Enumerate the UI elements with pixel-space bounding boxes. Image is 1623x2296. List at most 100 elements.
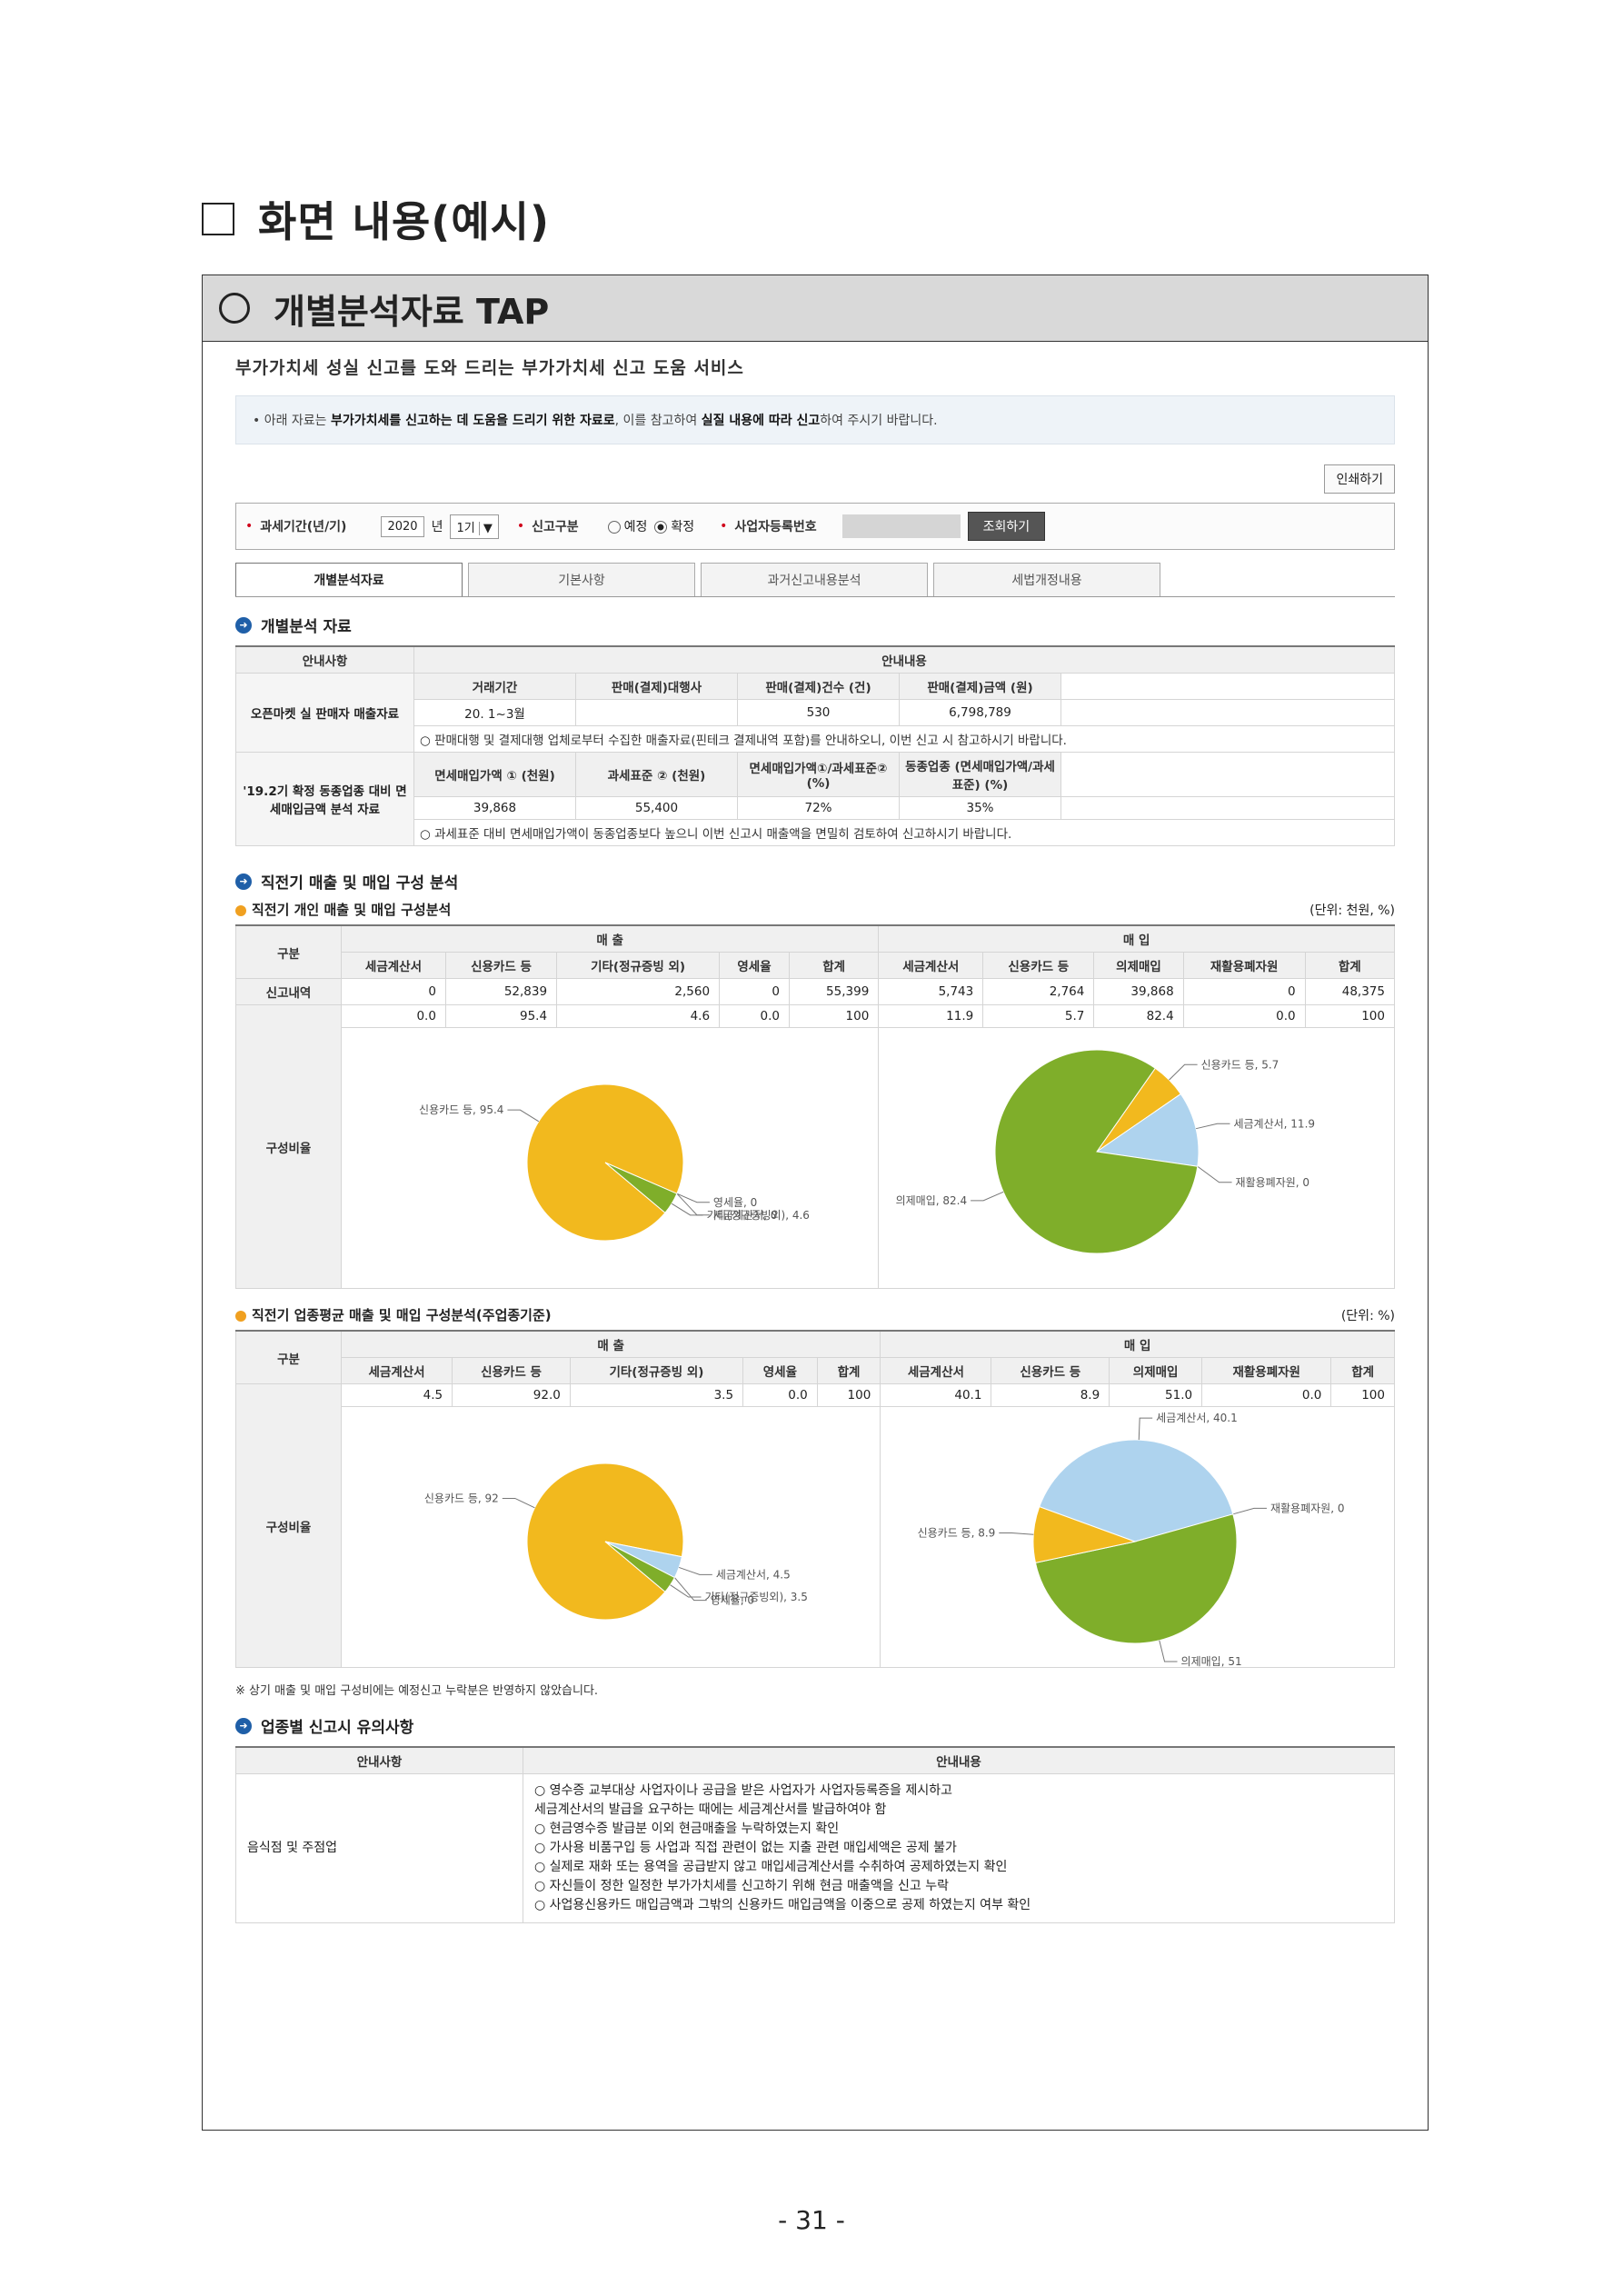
pie-leader-line <box>671 1203 703 1216</box>
sub-industry-average: 직전기 업종평균 매출 및 매입 구성분석(주업종기준) (단위: %) <box>235 1305 1395 1324</box>
pie-label: 신용카드 등, 95.4 <box>419 1103 503 1116</box>
purchase-col: 합계 <box>1330 1357 1395 1384</box>
section-individual-data: ➜ 개별분석 자료 <box>235 614 1395 636</box>
purchase-col: 재활용폐자원 <box>1201 1357 1332 1384</box>
radio-checked-icon <box>654 521 668 534</box>
ratio-purchase-value: 82.4 <box>1093 1004 1184 1028</box>
option-prelim-label: 예정 <box>623 520 648 534</box>
print-button[interactable]: 인쇄하기 <box>1324 464 1395 494</box>
ratio-label: 구성비율 <box>235 1383 342 1668</box>
period-label: 과세기간(년/기) <box>260 520 347 534</box>
pie-leader-line <box>673 1577 707 1602</box>
page-number: - 31 - <box>778 2205 845 2235</box>
caution-item: 세금계산서의 발급을 요구하는 때에는 세금계산서를 발급하여야 함 <box>534 1802 887 1817</box>
caution-table: 안내사항 안내내용 음식점 및 주점업 ○ 영수증 교부대상 사업자이나 공급을… <box>235 1746 1395 1923</box>
pie-label: 세금계산서, 4.5 <box>716 1568 791 1581</box>
row-report-label: 신고내역 <box>235 978 342 1005</box>
avg-purchase-value: 40.1 <box>880 1383 992 1407</box>
report-sales-value: 52,839 <box>444 978 558 1005</box>
row2-value: 39,868 <box>413 796 576 820</box>
report-sales-value: 55,399 <box>788 978 880 1005</box>
row1-header: 판매(결제)건수 (건) <box>737 673 900 700</box>
orange-dot-icon <box>235 1310 246 1322</box>
row1-header: 판매(결제)금액 (원) <box>898 673 1062 700</box>
row1-note: ○ 판매대행 및 결제대행 업체로부터 수집한 매출자료(핀테크 결제내역 포함… <box>413 725 1395 753</box>
pie-label: 신용카드 등, 8.9 <box>918 1527 996 1540</box>
print-row: 인쇄하기 <box>235 464 1395 494</box>
sales-col: 기타(정규증빙 외) <box>569 1357 744 1384</box>
report-purchase-value: 0 <box>1182 978 1306 1005</box>
tab-bar: 개별분석자료 기본사항 과거신고내용분석 세법개정내용 <box>235 563 1395 597</box>
pie-label: 신용카드 등, 5.7 <box>1201 1058 1279 1071</box>
radio-icon <box>607 521 621 534</box>
option-prelim[interactable]: 예정 <box>607 517 648 535</box>
sales-col: 영세율 <box>719 952 790 979</box>
tab-individual-analysis[interactable]: 개별분석자료 <box>235 563 463 596</box>
pie-industry-purchase: 세금계산서, 40.1 재활용폐자원, 0 의제매입, 51 신용카드 등, 8.9 <box>918 1412 1345 1667</box>
tab-past-report-analysis[interactable]: 과거신고내용분석 <box>701 563 928 596</box>
pie-leader-line <box>676 1193 710 1203</box>
tap-title: 개별분석자료 TAP <box>274 291 550 332</box>
chevron-down-icon: ▼ <box>478 521 493 535</box>
avg-purchase-value: 0.0 <box>1201 1383 1332 1407</box>
avg-sales-value: 92.0 <box>452 1383 571 1407</box>
purchase-col: 재활용폐자원 <box>1182 952 1306 979</box>
sales-col: 세금계산서 <box>341 952 446 979</box>
screen-frame: 개별분석자료 TAP 부가가치세 성실 신고를 도와 드리는 부가가치세 신고 … <box>202 275 1429 2131</box>
option-final-label: 확정 <box>671 520 695 534</box>
row2-header: 면세매입가액①/과세표준② (%) <box>737 752 900 797</box>
sales-col: 기타(정규증빙 외) <box>556 952 721 979</box>
sales-header: 매 출 <box>340 1330 881 1358</box>
avg-sales-value: 4.5 <box>340 1383 453 1407</box>
pie-leader-line <box>670 1584 702 1598</box>
ratio-purchase-value: 11.9 <box>878 1004 984 1028</box>
individual-data-table: 안내사항 안내내용 오픈마켓 실 판매자 매출자료 거래기간 판매(결제)대행사… <box>235 645 1395 846</box>
sales-col: 합계 <box>788 952 880 979</box>
industry-composition-table: 구분 매 출 매 입 세금계산서 신용카드 등 기타(정규증빙 외) 영세율 합… <box>235 1330 1395 1668</box>
pie-label: 기타(정규증빙외), 3.5 <box>705 1591 808 1603</box>
ratio-sales-value: 100 <box>788 1004 880 1028</box>
pie-label: 영세율, 0 <box>713 1196 757 1209</box>
row2-value: 72% <box>737 796 900 820</box>
pie-label: 의제매입, 51 <box>1181 1655 1242 1667</box>
sub-individual: 직전기 개인 매출 및 매입 구성분석 (단위: 천원, %) <box>235 900 1395 919</box>
bizno-input[interactable] <box>841 514 961 538</box>
caution-item: ○ 사업용신용카드 매입금액과 그밖의 신용카드 매입금액을 이중으로 공제 하… <box>534 1898 1031 1912</box>
query-button[interactable]: 조회하기 <box>967 512 1046 541</box>
col-guide: 안내사항 <box>235 645 414 674</box>
purchase-header: 매 입 <box>878 924 1395 953</box>
required-mark-icon: • <box>516 519 525 534</box>
purchase-col: 의제매입 <box>1109 1357 1203 1384</box>
sub-title: 직전기 업종평균 매출 및 매입 구성분석(주업종기준) <box>252 1307 552 1323</box>
checkbox-square-icon <box>202 203 234 235</box>
row1-label: 오픈마켓 실 판매자 매출자료 <box>235 673 414 753</box>
pie-leader-line <box>1197 1165 1232 1183</box>
row2-header: 동종업종 (면세매입가액/과세표준) (%) <box>898 752 1062 797</box>
sales-col: 신용카드 등 <box>452 1357 571 1384</box>
empty-cell <box>1060 752 1395 797</box>
individual-composition-table: 구분 매 출 매 입 세금계산서 신용카드 등 기타(정규증빙 외) 영세율 합… <box>235 924 1396 1289</box>
term-select[interactable]: 1기 ▼ <box>450 514 499 539</box>
arrow-bullet-icon: ➜ <box>235 616 252 634</box>
notice-mid: , 이를 참고하여 <box>614 414 702 428</box>
circle-icon <box>219 293 250 324</box>
year-input[interactable]: 2020 <box>381 515 424 537</box>
pie-label: 세금계산서, 40.1 <box>1156 1412 1238 1424</box>
empty-cell <box>1060 673 1395 700</box>
purchase-col: 신용카드 등 <box>991 1357 1110 1384</box>
ratio-purchase-value: 100 <box>1304 1004 1396 1028</box>
ratio-label: 구성비율 <box>235 1004 342 1289</box>
sales-col: 영세율 <box>742 1357 818 1384</box>
avg-sales-value: 0.0 <box>742 1383 818 1407</box>
tab-tax-law-changes[interactable]: 세법개정내용 <box>933 563 1160 596</box>
row2-value: 55,400 <box>575 796 738 820</box>
tab-basic-info[interactable]: 기본사항 <box>468 563 695 596</box>
pie-slice <box>1035 1513 1238 1644</box>
sales-col: 신용카드 등 <box>444 952 558 979</box>
pie-label: 의제매입, 82.4 <box>896 1194 968 1207</box>
purchase-header: 매 입 <box>880 1330 1395 1358</box>
pie-leader-line <box>679 1566 712 1575</box>
option-final[interactable]: 확정 <box>654 517 694 535</box>
pie-leader-line <box>1139 1417 1153 1441</box>
section-title: 업종별 신고시 유의사항 <box>261 1719 414 1737</box>
